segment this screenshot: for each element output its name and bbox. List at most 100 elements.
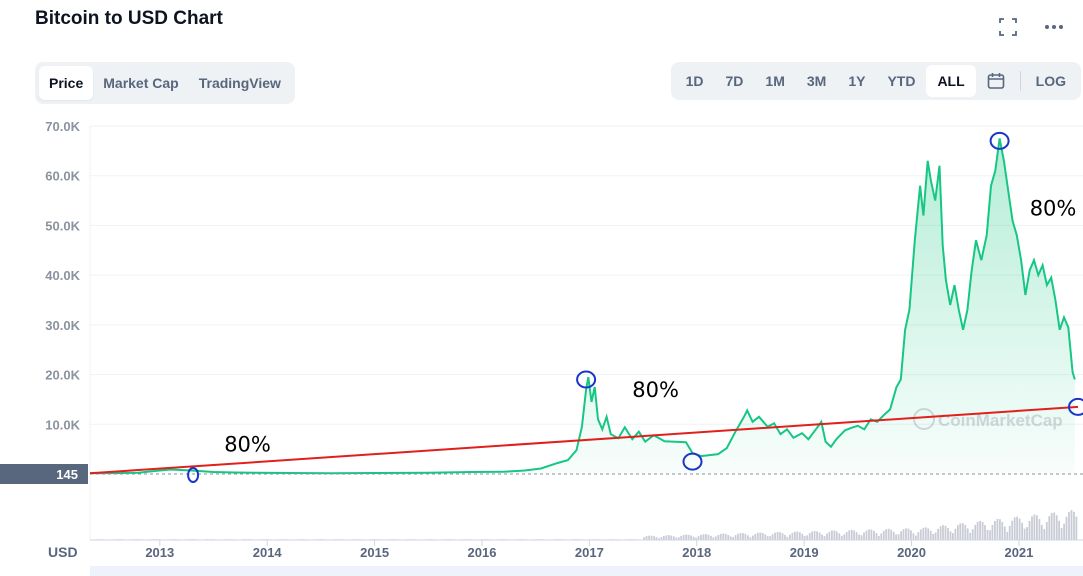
volume-bar: [655, 537, 658, 540]
volume-bar: [1048, 516, 1051, 540]
tab-market-cap[interactable]: Market Cap: [103, 75, 179, 91]
highlight-marker: [187, 467, 200, 483]
volume-bar: [892, 531, 895, 540]
volume-bar: [675, 537, 678, 540]
x-tick-label: 2019: [790, 545, 819, 560]
current-price-tag: 145: [0, 464, 88, 484]
y-axis-labels: 10.0K 20.0K 30.0K 40.0K 50.0K 60.0K 70.0K: [45, 119, 80, 432]
volume-bar: [784, 535, 786, 540]
volume-bar: [722, 533, 725, 540]
volume-bar: [991, 525, 994, 540]
highlight-markers: [187, 131, 1083, 483]
x-tick-label: 2018: [682, 545, 711, 560]
volume-bar: [843, 534, 846, 540]
volume-bar: [717, 535, 720, 540]
volume-bar: [929, 530, 932, 540]
more-icon[interactable]: [1043, 16, 1065, 38]
y-tick-label: 60.0K: [45, 169, 80, 184]
volume-bar: [714, 536, 717, 540]
volume-bar: [700, 534, 702, 540]
x-tick-label: 2021: [1004, 545, 1033, 560]
volume-bar: [996, 518, 999, 540]
volume-bar: [954, 528, 957, 540]
volume-bar: [779, 532, 781, 540]
volume-bar: [1060, 528, 1063, 540]
volume-bar: [915, 535, 917, 540]
volume-bar: [811, 531, 813, 540]
volume-bar: [747, 535, 749, 540]
volume-bar: [826, 533, 828, 540]
fullscreen-icon[interactable]: [997, 16, 1019, 38]
volume-bar: [645, 536, 648, 540]
volume-bar: [794, 531, 796, 540]
volume-bar: [902, 529, 905, 540]
range-7d[interactable]: 7D: [725, 73, 744, 89]
highlight-marker: [576, 370, 597, 389]
volume-bar: [835, 531, 838, 540]
volume-bar: [900, 531, 902, 540]
volume-bar: [873, 530, 875, 540]
volume-bar: [1055, 515, 1058, 540]
volume-bar: [959, 523, 962, 540]
range-1m[interactable]: 1M: [765, 73, 785, 89]
volume-bar: [729, 536, 732, 540]
highlight-marker: [989, 131, 1010, 150]
tab-price[interactable]: Price: [39, 66, 94, 100]
volume-bar: [848, 530, 851, 540]
tab-tradingview[interactable]: TradingView: [198, 75, 281, 91]
volume-bar: [855, 532, 858, 540]
volume-bar: [989, 530, 991, 540]
volume-bar: [969, 532, 972, 540]
y-tick-label: 40.0K: [45, 268, 80, 283]
volume-bar: [868, 529, 870, 540]
volume-bar: [1043, 529, 1046, 540]
volume-bar: [1075, 516, 1078, 540]
volume-bar: [905, 528, 907, 540]
x-tick-label: 2017: [575, 545, 604, 560]
volume-bar: [707, 534, 710, 540]
volume-bar: [808, 533, 811, 540]
volume-bar: [739, 533, 742, 540]
volume-bar: [939, 526, 942, 540]
volume-bar: [850, 529, 853, 540]
chart-title: Bitcoin to USD Chart: [35, 8, 223, 29]
volume-bar: [1050, 512, 1053, 540]
volume-bar: [865, 530, 868, 540]
volume-bar: [974, 524, 977, 540]
range-1d[interactable]: 1D: [685, 73, 704, 89]
volume-bar: [1001, 521, 1004, 540]
volume-bar: [934, 532, 937, 540]
volume-bar: [663, 536, 665, 540]
volume-bar: [949, 531, 952, 540]
watermark-text: CoinMarketCap: [938, 411, 1063, 430]
volume-bar: [880, 533, 883, 540]
volume-bar: [984, 525, 986, 540]
volume-bar: [1040, 524, 1043, 540]
calendar-icon[interactable]: [976, 65, 1016, 97]
volume-bar: [1018, 518, 1021, 540]
volume-bar: [944, 525, 947, 540]
volume-bar: [803, 536, 806, 540]
volume-bar: [1008, 525, 1011, 540]
volume-bar: [818, 532, 821, 540]
y-tick-label: 20.0K: [45, 368, 80, 383]
header-actions: [997, 16, 1065, 38]
volume-bar: [643, 537, 646, 540]
range-3m[interactable]: 3M: [806, 73, 827, 89]
volume-bar: [976, 521, 979, 540]
volume-bar: [648, 535, 650, 540]
volume-bar: [687, 534, 690, 540]
y-tick-label: 50.0K: [45, 218, 80, 233]
range-ytd[interactable]: YTD: [887, 73, 916, 89]
x-tick-label: 2015: [360, 545, 389, 560]
volume-bar: [840, 535, 843, 540]
range-divider: [1019, 71, 1021, 91]
volume-bar: [823, 536, 826, 540]
range-log[interactable]: LOG: [1035, 73, 1066, 89]
volume-bar: [1031, 516, 1033, 540]
x-tick-label: 2016: [468, 545, 497, 560]
range-1y[interactable]: 1Y: [848, 73, 866, 89]
volume-bar: [875, 533, 878, 540]
range-all[interactable]: ALL: [926, 65, 976, 97]
